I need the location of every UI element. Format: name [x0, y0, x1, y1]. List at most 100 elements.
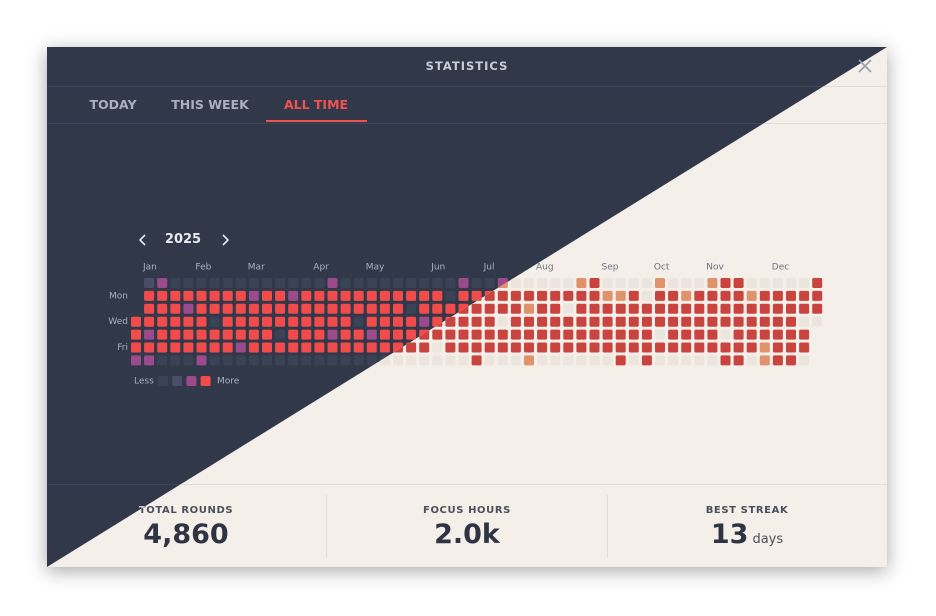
day-cell — [379, 290, 390, 301]
day-cell — [144, 355, 155, 366]
stat-value: 4,860 — [143, 519, 228, 550]
day-cell — [602, 316, 613, 327]
day-cell — [445, 329, 456, 340]
legend-swatch — [186, 376, 197, 386]
tab[interactable]: THIS WEEK — [171, 97, 249, 112]
month-label: Feb — [195, 263, 211, 273]
day-cell — [393, 278, 403, 288]
day-cell — [576, 290, 587, 301]
day-cell — [419, 342, 430, 353]
day-cell — [275, 303, 286, 314]
day-cell — [445, 303, 456, 314]
day-cell — [484, 316, 495, 327]
day-cell — [353, 290, 364, 301]
day-cell — [366, 290, 377, 301]
day-cell — [196, 290, 207, 301]
day-cell — [366, 278, 377, 288]
day-cell — [301, 329, 312, 340]
day-cell — [484, 342, 495, 353]
day-cell — [183, 278, 194, 288]
day-cell — [720, 316, 731, 327]
day-cell — [707, 342, 718, 353]
stat-label: FOCUS HOURS — [423, 505, 511, 516]
day-cell — [510, 303, 521, 314]
day-cell — [812, 316, 823, 327]
day-cell — [366, 355, 377, 366]
day-cell — [655, 303, 665, 314]
day-cell — [550, 316, 561, 327]
day-cell — [641, 278, 652, 288]
day-cell — [314, 342, 325, 353]
day-cell — [170, 355, 181, 366]
day-cell — [772, 303, 783, 314]
day-cell — [314, 290, 325, 301]
day-cell — [799, 355, 810, 366]
day-cell — [445, 290, 456, 301]
statistics-modal: STATISTICS TODAY THIS WEEK ALL TIME 2025… — [47, 47, 887, 567]
day-cell — [537, 316, 548, 327]
day-cell — [222, 290, 233, 301]
day-cell — [222, 278, 233, 288]
day-cell — [144, 290, 155, 301]
day-cell — [379, 278, 390, 288]
day-cell — [419, 316, 430, 327]
day-cell — [458, 316, 469, 327]
day-cell — [812, 278, 823, 288]
day-cell — [694, 355, 705, 366]
day-cell — [170, 342, 181, 353]
day-cell — [497, 316, 508, 327]
day-cell — [432, 290, 443, 301]
day-cell — [471, 278, 482, 288]
prev-year[interactable] — [137, 233, 149, 247]
legend-less: Less — [134, 377, 154, 387]
day-cell — [786, 278, 796, 288]
day-cell — [576, 278, 587, 288]
tab-active[interactable]: ALL TIME — [283, 97, 349, 112]
day-cell — [746, 342, 757, 353]
divider — [326, 495, 327, 557]
day-cell — [615, 290, 626, 301]
day-cell — [275, 329, 286, 340]
day-cell — [353, 303, 364, 314]
legend-swatch — [158, 376, 168, 386]
day-cell — [510, 355, 521, 366]
day-cell — [183, 355, 194, 366]
day-cell — [248, 329, 259, 340]
day-cell — [537, 278, 548, 288]
day-cell — [432, 303, 443, 314]
day-cell — [458, 329, 469, 340]
day-cell — [615, 316, 626, 327]
day-cell — [157, 342, 168, 353]
day-cell — [759, 303, 770, 314]
tab[interactable]: TODAY — [89, 97, 137, 112]
day-cell — [641, 342, 652, 353]
day-cell — [615, 342, 626, 353]
day-cell — [458, 290, 469, 301]
legend-swatch — [172, 376, 183, 386]
month-label: Jan — [142, 263, 157, 273]
next-year[interactable] — [219, 233, 231, 247]
day-cell — [563, 303, 574, 314]
day-cell — [668, 290, 679, 301]
day-cell — [746, 278, 757, 288]
day-cell — [537, 303, 548, 314]
day-cell — [484, 303, 495, 314]
day-cell — [746, 316, 757, 327]
day-cell — [288, 355, 299, 366]
day-cell — [222, 329, 233, 340]
day-cell — [628, 316, 639, 327]
day-cell — [694, 329, 705, 340]
day-cell — [615, 303, 626, 314]
day-cell — [222, 342, 233, 353]
day-cell — [144, 342, 155, 353]
day-cell — [301, 355, 312, 366]
day-cell — [471, 342, 482, 353]
day-cell — [746, 303, 757, 314]
day-cell — [432, 329, 443, 340]
day-cell — [641, 355, 652, 366]
day-cell — [681, 329, 692, 340]
day-cell — [628, 355, 639, 366]
day-cell — [707, 329, 718, 340]
day-cell — [379, 316, 390, 327]
day-cell — [393, 290, 403, 301]
